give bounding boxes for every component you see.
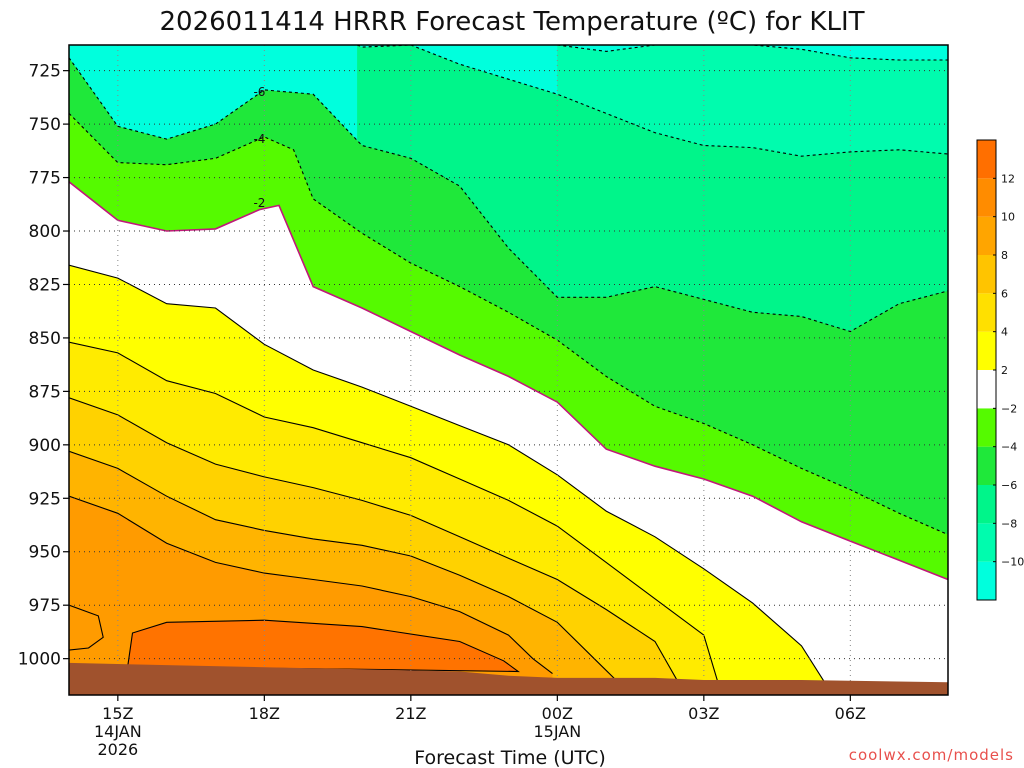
plot-frame [68, 44, 949, 696]
isotherm-line-6 [69, 397, 680, 685]
x-tick-label: 00Z [542, 704, 573, 723]
y-tick-label: 1000 [18, 650, 61, 670]
y-tick-label: 750 [29, 115, 61, 135]
colorbar-bin [977, 140, 996, 179]
isotherm-line-10 [69, 495, 553, 675]
contour-label: -6 [253, 85, 265, 99]
terrain [69, 662, 948, 695]
x-tick-sublabel: 2026 [97, 740, 138, 759]
colorbar-bin [977, 485, 996, 524]
colorbar: 12 10 8 6 4 2 −2 −4 −6 −8 −10 [976, 139, 1024, 601]
contour-label: -4 [253, 132, 265, 146]
colorbar-tick-label: 12 [1001, 172, 1015, 185]
x-tick-sublabel: 15JAN [533, 722, 581, 741]
warm-cell-12 [127, 620, 519, 672]
contour-label: -2 [253, 196, 265, 210]
credit-text: coolwx.com/models [849, 746, 1014, 764]
x-tick-sublabel: 14JAN [94, 722, 142, 741]
colorbar-bin [977, 216, 996, 255]
colorbar-tick-label: −4 [1001, 441, 1017, 454]
isotherm-line-10 [69, 604, 104, 651]
x-tick-label: 18Z [249, 704, 280, 723]
x-tick-label: 15Z [102, 704, 133, 723]
colorbar-tick-label: 6 [1001, 287, 1008, 300]
x-axis-label: Forecast Time (UTC) [414, 747, 605, 768]
y-tick-label: 975 [29, 596, 61, 616]
isotherm-line-8 [69, 450, 617, 681]
isotherm-line-2 [69, 264, 827, 685]
colorbar-tick-label: 2 [1001, 364, 1008, 377]
y-tick-label: 925 [29, 489, 61, 509]
isotherm-line-m8 [356, 45, 948, 157]
y-tick-label: 875 [29, 382, 61, 402]
colorbar-bin [977, 293, 996, 332]
colorbar-tick-label: −10 [1001, 556, 1024, 569]
colorbar-bin [977, 370, 996, 409]
warm-cell-10 [69, 605, 104, 651]
colorbar-bin [977, 446, 996, 485]
y-tick-label: 800 [29, 222, 61, 242]
x-tick-label: 03Z [688, 704, 719, 723]
colorbar-bin [977, 561, 996, 600]
colorbar-tick-label: −6 [1001, 479, 1017, 492]
colorbar-bin [977, 331, 996, 370]
y-tick-label: 725 [29, 62, 61, 82]
y-tick-label: 900 [29, 436, 61, 456]
plot-content: -6 -4 -2 [69, 45, 948, 695]
y-tick-label: 950 [29, 543, 61, 563]
colorbar-bin [977, 523, 996, 562]
y-axis: 725 750 775 800 825 850 875 900 925 950 975 1000 [18, 62, 69, 670]
colorbar-tick-label: −8 [1001, 517, 1017, 530]
x-tick-label: 06Z [835, 704, 866, 723]
colorbar-tick-label: 10 [1001, 211, 1015, 224]
colorbar-bin [977, 408, 996, 447]
isotherm-line-m4 [69, 113, 948, 536]
x-tick-label: 21Z [395, 704, 426, 723]
colorbar-tick-label: 4 [1001, 326, 1008, 339]
y-tick-label: 850 [29, 329, 61, 349]
y-tick-label: 775 [29, 169, 61, 189]
colorbar-bin [977, 255, 996, 294]
colorbar-tick-label: 8 [1001, 249, 1008, 262]
isotherm-line-m2 [69, 181, 948, 581]
y-tick-label: 825 [29, 275, 61, 295]
isotherm-line-4 [69, 341, 720, 685]
colorbar-tick-label: −2 [1001, 402, 1017, 415]
plot-area: -6 -4 -2 [68, 44, 949, 696]
chart-title: 2026011414 HRRR Forecast Temperature (ºC… [160, 7, 865, 37]
colorbar-bin [977, 178, 996, 217]
